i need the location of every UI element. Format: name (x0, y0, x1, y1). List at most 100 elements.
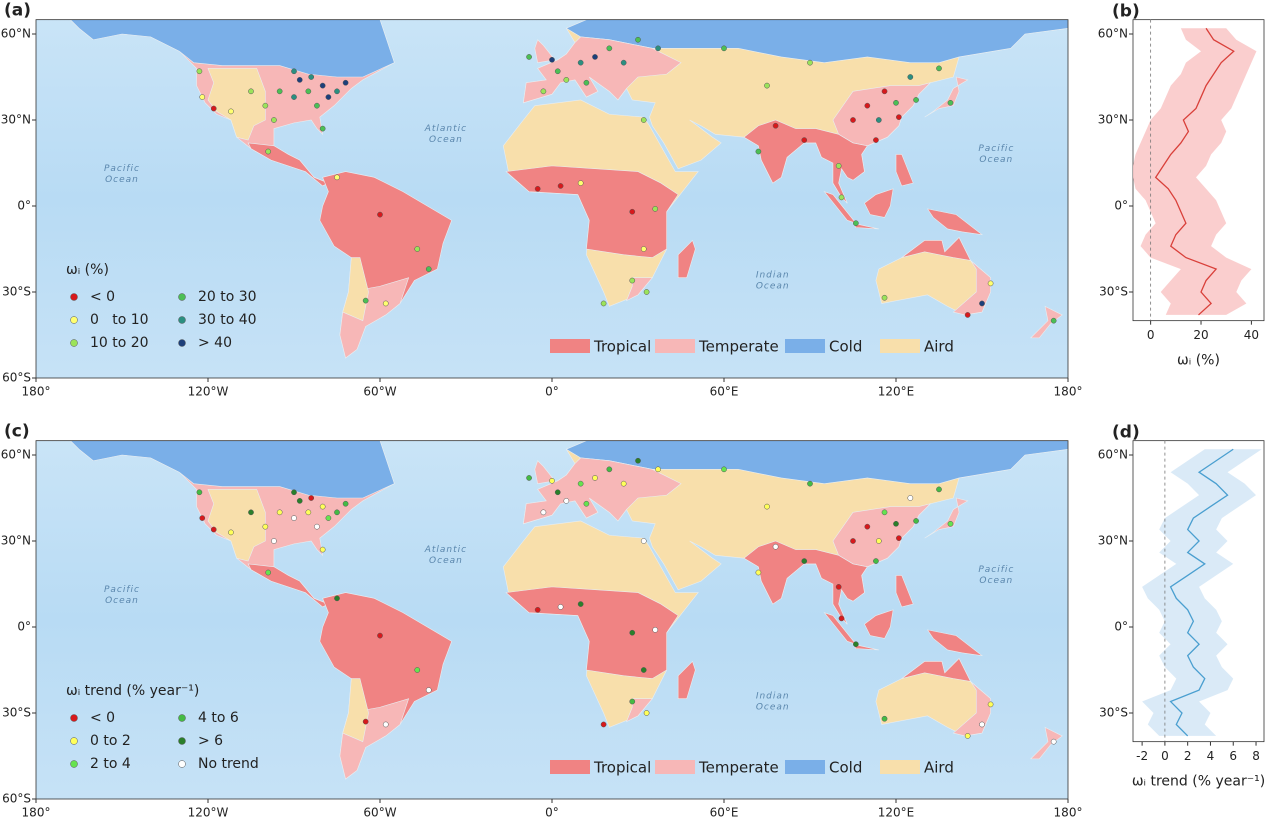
station (549, 477, 555, 484)
land (69, 19, 395, 78)
station (592, 475, 598, 481)
station (913, 518, 919, 524)
station (291, 94, 297, 100)
station (325, 515, 332, 521)
station (606, 45, 613, 52)
land (901, 658, 972, 682)
station (629, 629, 636, 636)
land (505, 165, 679, 258)
ocean-label: Ocean (756, 702, 790, 712)
station (1050, 317, 1057, 324)
station (620, 59, 627, 66)
station (362, 297, 369, 304)
biome-label: Cold (829, 338, 862, 356)
station (881, 509, 888, 516)
station (563, 77, 570, 83)
y-tick-label: 30°N (1, 534, 31, 548)
ocean-label: Ocean (105, 175, 139, 185)
station (377, 211, 383, 218)
station (534, 185, 541, 192)
station (557, 183, 564, 189)
station (853, 220, 859, 227)
station (987, 280, 994, 287)
panel-label: (a) (4, 1, 31, 21)
station (864, 102, 871, 109)
station (334, 595, 340, 602)
station (228, 529, 234, 536)
station (296, 498, 303, 504)
x-tick-label: -2 (1136, 749, 1148, 763)
station (196, 68, 203, 75)
biome-label: Aird (924, 338, 954, 356)
biome-swatch (550, 760, 590, 774)
y-tick-label: 30°S (2, 706, 31, 720)
station (425, 266, 432, 272)
station (265, 148, 272, 155)
station (199, 94, 206, 100)
land (505, 586, 679, 679)
station (425, 687, 432, 693)
land (743, 540, 868, 625)
y-tick-label: 30°N (1098, 534, 1128, 548)
station (549, 56, 555, 63)
station (964, 733, 971, 739)
ocean-label: Atlantic (424, 545, 467, 555)
station (248, 88, 254, 95)
legend-label: 0 to 2 (90, 733, 131, 749)
y-tick-label: 30°S (2, 285, 31, 299)
station (838, 615, 845, 622)
x-tick-label: 60°E (710, 806, 739, 819)
x-tick-label: 2 (1184, 749, 1192, 763)
station (643, 710, 650, 716)
y-tick-label: 60°N (1098, 27, 1128, 41)
station (635, 457, 641, 464)
station (526, 54, 532, 60)
station (308, 495, 315, 501)
legend-label: 2 to 4 (90, 756, 131, 772)
ocean-label: Ocean (429, 556, 463, 566)
station (276, 88, 283, 95)
station (721, 466, 727, 473)
station (881, 88, 888, 95)
legend-marker (70, 714, 78, 722)
station (655, 466, 661, 473)
station (640, 667, 647, 673)
station (362, 718, 369, 725)
x-tick-label: 180° (22, 806, 51, 819)
ocean-label: Pacific (978, 144, 1014, 154)
station (835, 163, 842, 169)
station (228, 108, 234, 115)
biome-label: Temperate (698, 338, 779, 356)
station (721, 45, 727, 52)
station (199, 515, 206, 521)
x-tick-label: 4 (1207, 749, 1215, 763)
land (924, 497, 969, 539)
station (271, 117, 277, 123)
station (319, 125, 326, 132)
biome-swatch (655, 760, 695, 774)
station (875, 538, 882, 544)
land (625, 698, 653, 723)
x-tick-label: 180° (1054, 385, 1083, 399)
biome-swatch (785, 760, 825, 774)
biome-label: Tropical (593, 759, 651, 777)
biome-swatch (655, 339, 695, 353)
y-tick-label: 60°N (1098, 448, 1128, 462)
x-tick-label: 120°E (878, 806, 915, 819)
station (291, 68, 297, 75)
station (334, 88, 340, 95)
legend-marker (178, 316, 186, 324)
biome-swatch (550, 339, 590, 353)
station (643, 289, 650, 295)
station (583, 500, 590, 507)
x-tick-label: 60°E (710, 385, 739, 399)
station (577, 480, 584, 487)
series-line (1169, 448, 1234, 737)
legend-title: ωᵢ trend (% year⁻¹) (66, 683, 199, 699)
biome-label: Temperate (698, 759, 779, 777)
station (947, 99, 954, 106)
biome-swatch (880, 339, 920, 353)
station (577, 59, 584, 66)
station (314, 523, 320, 530)
series-line (1154, 27, 1235, 316)
